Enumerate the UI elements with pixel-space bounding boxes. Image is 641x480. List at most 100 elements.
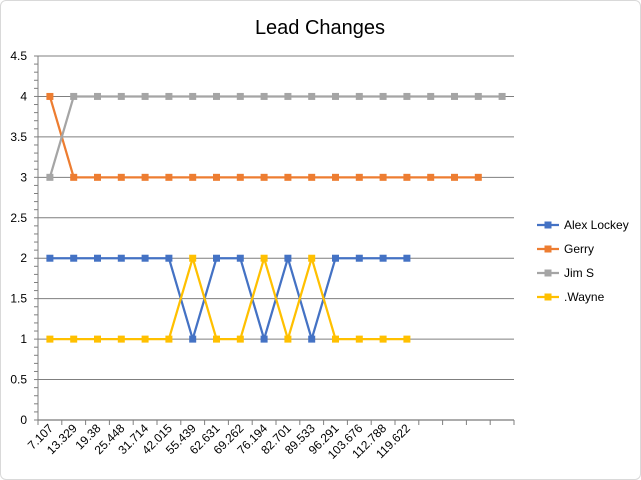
data-point xyxy=(260,335,268,343)
data-point xyxy=(451,92,458,100)
y-axis-ticks: 0 0.5 1 1.5 2 2.5 3 3.5 4 4.5 xyxy=(10,49,27,427)
data-point xyxy=(308,173,316,181)
legend-label: Alex Lockey xyxy=(564,218,629,232)
data-point xyxy=(94,173,101,181)
data-point xyxy=(403,254,411,262)
series-alex-lockey xyxy=(46,254,411,343)
data-point xyxy=(141,92,149,100)
x-axis-ticks: 7.10713.32919.3825.44831.71442.01555.439… xyxy=(25,421,413,462)
y-tick-label: 2.5 xyxy=(10,211,27,225)
data-point xyxy=(94,335,101,343)
data-point xyxy=(284,173,292,181)
data-point xyxy=(189,92,197,100)
y-tick-label: 0 xyxy=(20,413,27,427)
data-point xyxy=(189,335,197,343)
data-point xyxy=(117,335,125,343)
y-tick-label: 4.5 xyxy=(10,49,27,63)
legend-item: .Wayne xyxy=(537,290,605,304)
data-point xyxy=(427,92,435,100)
y-tick-label: 4 xyxy=(20,89,27,103)
data-point xyxy=(46,173,54,181)
data-point xyxy=(117,173,125,181)
data-point xyxy=(451,173,458,181)
data-point xyxy=(474,173,482,181)
data-point xyxy=(498,92,506,100)
data-point xyxy=(117,254,125,262)
data-point xyxy=(332,92,339,100)
data-point xyxy=(260,173,268,181)
data-point xyxy=(403,335,411,343)
data-point xyxy=(165,335,173,343)
data-point xyxy=(46,92,54,100)
data-point xyxy=(308,254,316,262)
series-line xyxy=(49,257,407,341)
y-tick-label: 0.5 xyxy=(10,373,27,387)
series-layer xyxy=(46,92,506,343)
data-point xyxy=(403,92,411,100)
data-point xyxy=(213,335,220,343)
series-jim-s xyxy=(46,92,506,181)
legend-swatch-marker xyxy=(544,293,552,301)
data-point xyxy=(236,254,244,262)
y-tick-label: 1 xyxy=(20,332,27,346)
y-tick-label: 3.5 xyxy=(10,130,27,144)
data-point xyxy=(379,335,387,343)
legend-item: Alex Lockey xyxy=(537,218,629,232)
series-line xyxy=(48,95,503,178)
data-point xyxy=(213,173,220,181)
y-tick-label: 3 xyxy=(20,170,27,184)
data-point xyxy=(236,335,244,343)
data-point xyxy=(355,335,363,343)
series-line xyxy=(49,257,407,341)
data-point xyxy=(427,173,435,181)
data-point xyxy=(379,92,387,100)
data-point xyxy=(474,92,482,100)
data-point xyxy=(141,173,149,181)
data-point xyxy=(284,254,292,262)
data-point xyxy=(403,173,411,181)
data-point xyxy=(70,92,78,100)
legend-label: Gerry xyxy=(564,242,594,256)
legend-item: Jim S xyxy=(537,266,594,280)
y-tick-label: 2 xyxy=(20,251,27,265)
legend-item: Gerry xyxy=(537,242,594,256)
chart-title: Lead Changes xyxy=(255,17,385,39)
data-point xyxy=(332,335,339,343)
data-point xyxy=(308,92,316,100)
legend-label: Jim S xyxy=(564,266,594,280)
axes xyxy=(34,55,515,425)
data-point xyxy=(94,92,101,100)
data-point xyxy=(165,254,173,262)
gridlines xyxy=(38,55,514,421)
data-point xyxy=(284,335,292,343)
data-point xyxy=(141,254,149,262)
data-point xyxy=(94,254,101,262)
data-point xyxy=(46,254,54,262)
legend-swatch-marker xyxy=(544,221,552,229)
data-point xyxy=(189,254,197,262)
legend: Alex Lockey Gerry Jim S .Wayne xyxy=(537,218,629,304)
data-point xyxy=(355,173,363,181)
legend-swatch-marker xyxy=(544,245,552,253)
series-wayne xyxy=(46,254,411,343)
data-point xyxy=(308,335,316,343)
data-point xyxy=(189,173,197,181)
data-point xyxy=(260,92,268,100)
data-point xyxy=(70,173,78,181)
data-point xyxy=(165,92,173,100)
y-tick-label: 1.5 xyxy=(10,292,27,306)
data-point xyxy=(165,173,173,181)
data-point xyxy=(236,173,244,181)
legend-label: .Wayne xyxy=(564,290,605,304)
data-point xyxy=(284,92,292,100)
data-point xyxy=(213,254,220,262)
data-point xyxy=(355,92,363,100)
data-point xyxy=(236,92,244,100)
series-gerry xyxy=(46,92,482,181)
legend-swatch-marker xyxy=(544,269,552,277)
data-point xyxy=(379,173,387,181)
data-point xyxy=(260,254,268,262)
data-point xyxy=(141,335,149,343)
